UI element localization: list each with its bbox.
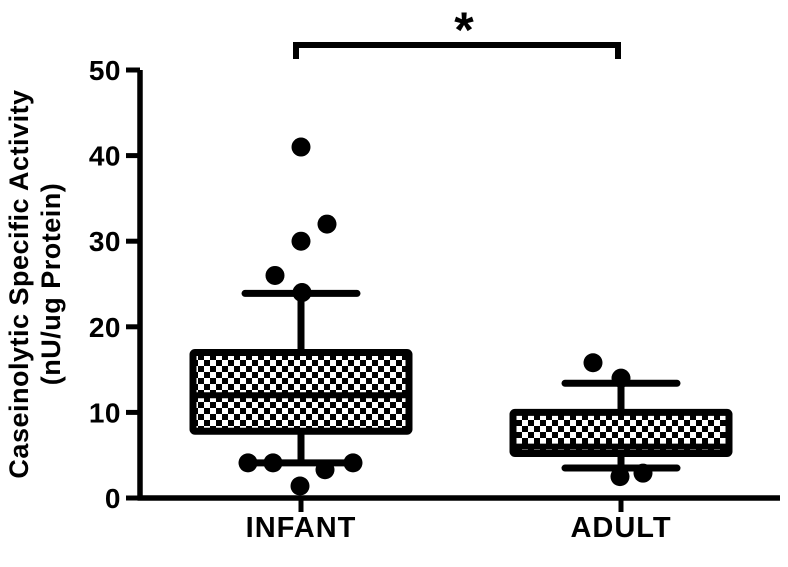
data-point-infant — [291, 137, 311, 157]
data-point-adult — [583, 353, 603, 373]
y-tick-label: 40 — [89, 141, 121, 172]
significance-asterisk: * — [454, 2, 474, 58]
data-point-adult — [610, 467, 630, 487]
x-category-label-infant: INFANT — [246, 512, 357, 544]
data-point-infant — [315, 460, 335, 480]
data-point-infant — [263, 453, 283, 473]
data-point-infant — [292, 283, 312, 303]
boxplot-group-infant: INFANT — [189, 137, 413, 544]
data-point-infant — [290, 476, 310, 496]
y-tick-label: 30 — [89, 226, 121, 257]
y-axis-title-line-1: Caseinolytic Specific Activity — [4, 89, 34, 478]
box-adult — [509, 408, 733, 457]
y-tick-label: 0 — [105, 483, 121, 514]
y-axis-title-line-2: (nU/ug Protein) — [36, 183, 66, 385]
y-tick-label: 20 — [89, 312, 121, 343]
data-point-adult — [611, 368, 631, 388]
data-point-infant — [265, 265, 285, 285]
data-point-adult — [633, 463, 653, 483]
data-point-infant — [317, 214, 337, 234]
x-category-label-adult: ADULT — [570, 512, 671, 544]
y-tick-label: 10 — [89, 397, 121, 428]
y-tick-label: 50 — [89, 55, 121, 86]
significance-bracket — [293, 42, 621, 59]
box-infant — [189, 348, 413, 435]
data-point-infant — [238, 453, 258, 473]
boxplot-group-adult: ADULT — [509, 353, 733, 544]
data-point-infant — [291, 231, 311, 251]
data-point-infant — [343, 453, 363, 473]
